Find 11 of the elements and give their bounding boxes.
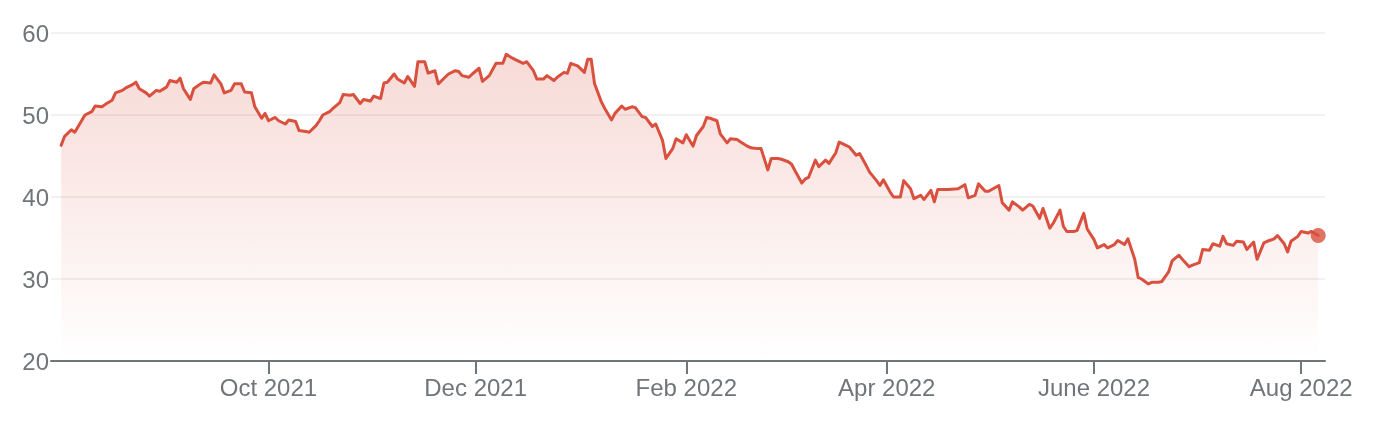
x-tick-label: Dec 2021 xyxy=(424,373,528,401)
y-tick-label: 40 xyxy=(22,183,49,211)
x-tick-label: June 2022 xyxy=(1037,373,1151,401)
y-tick-label: 30 xyxy=(22,265,49,293)
y-tick-label: 20 xyxy=(22,347,49,375)
y-tick-label: 50 xyxy=(22,101,49,129)
x-tick-label: Feb 2022 xyxy=(635,373,738,401)
x-tick-label: Aug 2022 xyxy=(1249,373,1353,401)
y-tick-label: 60 xyxy=(22,19,49,47)
x-tick-label: Apr 2022 xyxy=(838,373,936,401)
x-tick-label: Oct 2021 xyxy=(219,373,318,401)
